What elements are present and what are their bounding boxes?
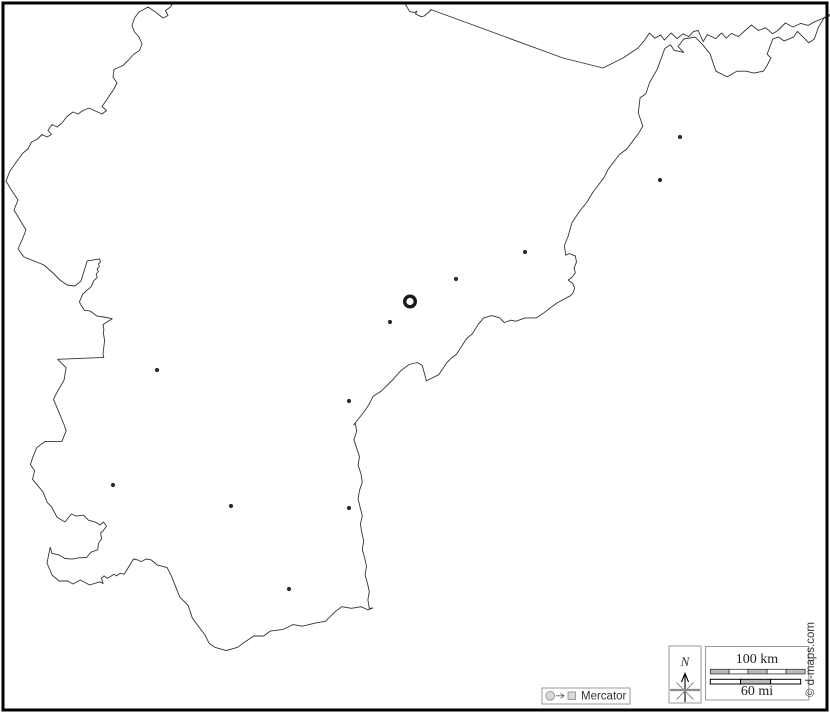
svg-text:© d-maps.com: © d-maps.com <box>805 622 817 697</box>
svg-text:N: N <box>680 654 691 669</box>
svg-text:60 mi: 60 mi <box>741 684 773 699</box>
svg-text:100 km: 100 km <box>736 652 779 667</box>
svg-text:Mercator: Mercator <box>581 691 627 703</box>
